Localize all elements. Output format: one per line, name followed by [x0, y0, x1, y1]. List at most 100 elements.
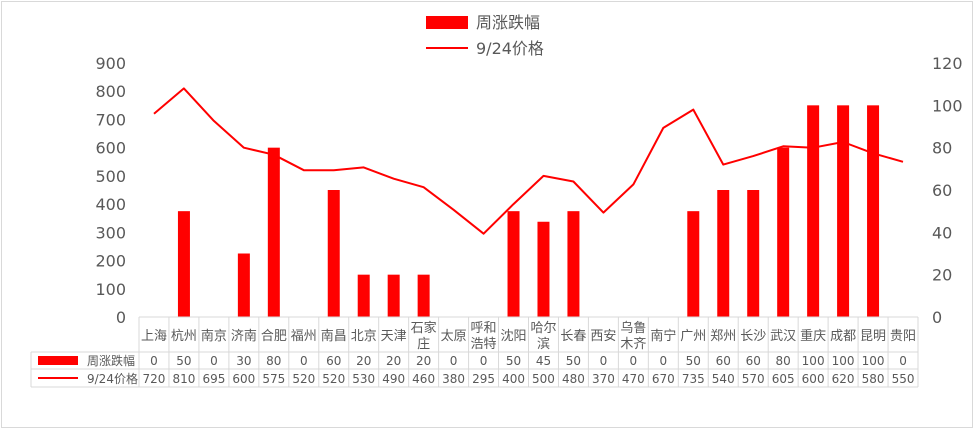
table-cell: 0 — [210, 354, 218, 368]
table-cell: 30 — [236, 354, 251, 368]
table-cell: 0 — [450, 354, 458, 368]
table-cell: 500 — [532, 372, 555, 386]
y-right-tick-label: 60 — [932, 181, 952, 200]
y-right-tick-label: 120 — [932, 54, 963, 73]
table-cell: 20 — [356, 354, 371, 368]
x-tick-label: 郑州 — [710, 329, 736, 344]
bar — [777, 147, 790, 317]
table-cell: 370 — [592, 372, 615, 386]
table-cell: 0 — [300, 354, 308, 368]
table-cell: 60 — [326, 354, 341, 368]
x-tick-label: 南宁 — [650, 328, 676, 344]
table-cell: 100 — [802, 354, 825, 368]
x-tick-label: 乌鲁 — [620, 320, 646, 336]
table-cell: 50 — [566, 354, 581, 368]
x-tick-label: 济南 — [231, 328, 257, 344]
table-cell: 0 — [660, 354, 668, 368]
x-tick-label: 庄 — [417, 336, 430, 352]
y-left-tick-label: 200 — [95, 252, 126, 271]
table-cell: 570 — [742, 372, 765, 386]
bar — [717, 190, 730, 317]
legend-bar-swatch — [426, 16, 468, 29]
x-tick-label: 上海 — [141, 329, 167, 344]
y-right-tick-label: 20 — [932, 266, 952, 285]
table-cell: 380 — [442, 372, 465, 386]
bar — [327, 190, 340, 317]
y-right-tick-label: 0 — [932, 308, 942, 327]
table-cell: 480 — [562, 372, 585, 386]
y-right-tick-label: 100 — [932, 96, 963, 115]
legend-label: 周涨跌幅 — [476, 13, 540, 32]
x-tick-label: 石家 — [411, 320, 437, 336]
bar — [507, 211, 520, 317]
table-cell: 400 — [502, 372, 525, 386]
x-tick-label: 滨 — [537, 336, 550, 352]
table-cell: 0 — [600, 354, 608, 368]
x-tick-label: 重庆 — [800, 328, 826, 344]
x-tick-label: 合肥 — [261, 329, 287, 344]
table-cell: 520 — [292, 372, 315, 386]
table-cell: 580 — [862, 372, 885, 386]
bar — [837, 105, 850, 317]
bar — [867, 105, 880, 317]
table-cell: 0 — [899, 354, 907, 368]
y-left-tick-label: 400 — [95, 195, 126, 214]
x-tick-label: 昆明 — [860, 329, 886, 344]
legend-label: 9/24价格 — [476, 39, 544, 58]
x-tick-label: 木齐 — [620, 336, 646, 352]
table-cell: 670 — [652, 372, 675, 386]
table-cell: 100 — [862, 354, 885, 368]
x-tick-label: 天津 — [381, 329, 407, 344]
y-left-tick-label: 500 — [95, 167, 126, 186]
table-cell: 60 — [716, 354, 731, 368]
bar — [237, 253, 250, 317]
y-left-tick-label: 100 — [95, 280, 126, 299]
table-row-label: 9/24价格 — [87, 371, 138, 386]
table-cell: 45 — [536, 354, 551, 368]
table-cell: 0 — [480, 354, 488, 368]
table-cell: 100 — [832, 354, 855, 368]
x-tick-label: 太原 — [441, 329, 467, 344]
table-row-label: 周涨跌幅 — [87, 353, 135, 368]
x-tick-label: 浩特 — [471, 337, 497, 352]
y-right-tick-label: 40 — [932, 223, 952, 242]
bar — [357, 274, 370, 317]
table-cell: 575 — [262, 372, 285, 386]
price-line — [153, 87, 904, 235]
table-bar-swatch — [38, 356, 78, 365]
x-tick-label: 福州 — [291, 329, 317, 344]
table-cell: 695 — [202, 372, 225, 386]
bar — [747, 190, 760, 317]
table-cell: 490 — [382, 372, 405, 386]
table-cell: 530 — [352, 372, 375, 386]
x-tick-label: 杭州 — [171, 329, 197, 344]
bar — [177, 211, 190, 317]
x-tick-label: 广州 — [680, 329, 706, 344]
x-tick-label: 武汉 — [770, 329, 796, 344]
x-tick-label: 长春 — [560, 329, 586, 344]
table-cell: 460 — [412, 372, 435, 386]
bar — [417, 274, 430, 317]
y-left-tick-label: 800 — [95, 82, 126, 101]
y-left-tick-label: 700 — [95, 110, 126, 129]
x-tick-label: 成都 — [830, 329, 856, 344]
table-cell: 600 — [802, 372, 825, 386]
table-cell: 50 — [506, 354, 521, 368]
y-left-tick-label: 900 — [95, 54, 126, 73]
y-left-tick-label: 600 — [95, 139, 126, 158]
table-cell: 50 — [176, 354, 191, 368]
table-cell: 520 — [322, 372, 345, 386]
x-tick-label: 贵阳 — [890, 329, 916, 344]
table-cell: 600 — [232, 372, 255, 386]
table-cell: 60 — [746, 354, 761, 368]
table-cell: 20 — [386, 354, 401, 368]
x-tick-label: 呼和 — [471, 321, 497, 336]
x-tick-label: 北京 — [351, 329, 377, 344]
table-cell: 540 — [712, 372, 735, 386]
table-cell: 80 — [776, 354, 791, 368]
table-cell: 720 — [143, 372, 166, 386]
table-cell: 735 — [682, 372, 705, 386]
bar — [267, 147, 280, 317]
